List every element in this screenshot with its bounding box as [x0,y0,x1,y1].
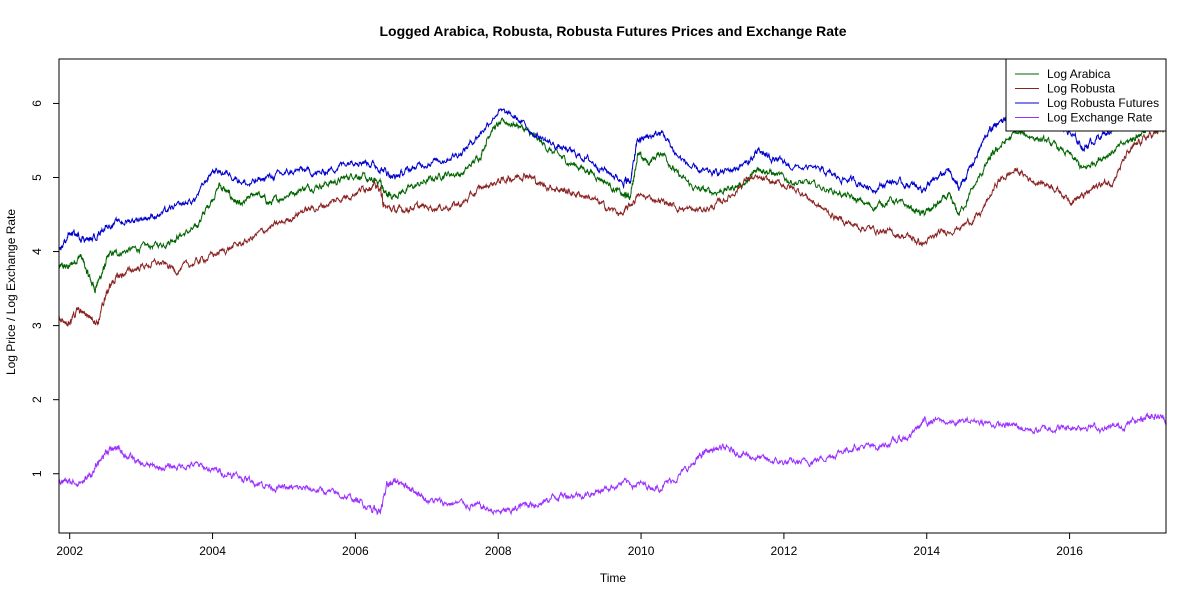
y-tick-label: 5 [30,174,44,181]
y-tick-label: 3 [30,322,44,329]
legend-entry: Log Arabica [1047,67,1111,81]
x-tick-label: 2012 [771,544,798,558]
chart-title: Logged Arabica, Robusta, Robusta Futures… [379,23,846,39]
x-tick-label: 2010 [628,544,655,558]
legend-box [1005,58,1167,132]
y-axis-label: Log Price / Log Exchange Rate [4,209,18,375]
series-line-2 [59,99,1166,251]
legend-entry: Log Robusta Futures [1047,96,1159,110]
x-tick-label: 2014 [913,544,940,558]
series-line-3 [59,412,1166,516]
x-tick-label: 2008 [485,544,512,558]
x-axis: 2002 2004 2006 2008 2010 2012 2014 2016 [56,533,1083,558]
series-layer [59,99,1166,516]
y-tick-label: 1 [30,470,44,477]
y-tick-label: 2 [30,396,44,403]
x-axis-label: Time [600,571,627,585]
x-tick-label: 2006 [342,544,369,558]
plot-frame [58,58,1167,534]
y-tick-label: 4 [30,248,44,255]
legend-entry: Log Exchange Rate [1047,111,1153,125]
series-line-1 [59,124,1166,327]
x-tick-label: 2016 [1056,544,1083,558]
y-tick-label: 6 [30,100,44,107]
legend-entry: Log Robusta [1047,82,1115,96]
x-tick-label: 2002 [56,544,83,558]
series-line-0 [59,117,1166,294]
y-axis: 1 2 3 4 5 6 [30,100,59,477]
x-tick-label: 2004 [199,544,226,558]
